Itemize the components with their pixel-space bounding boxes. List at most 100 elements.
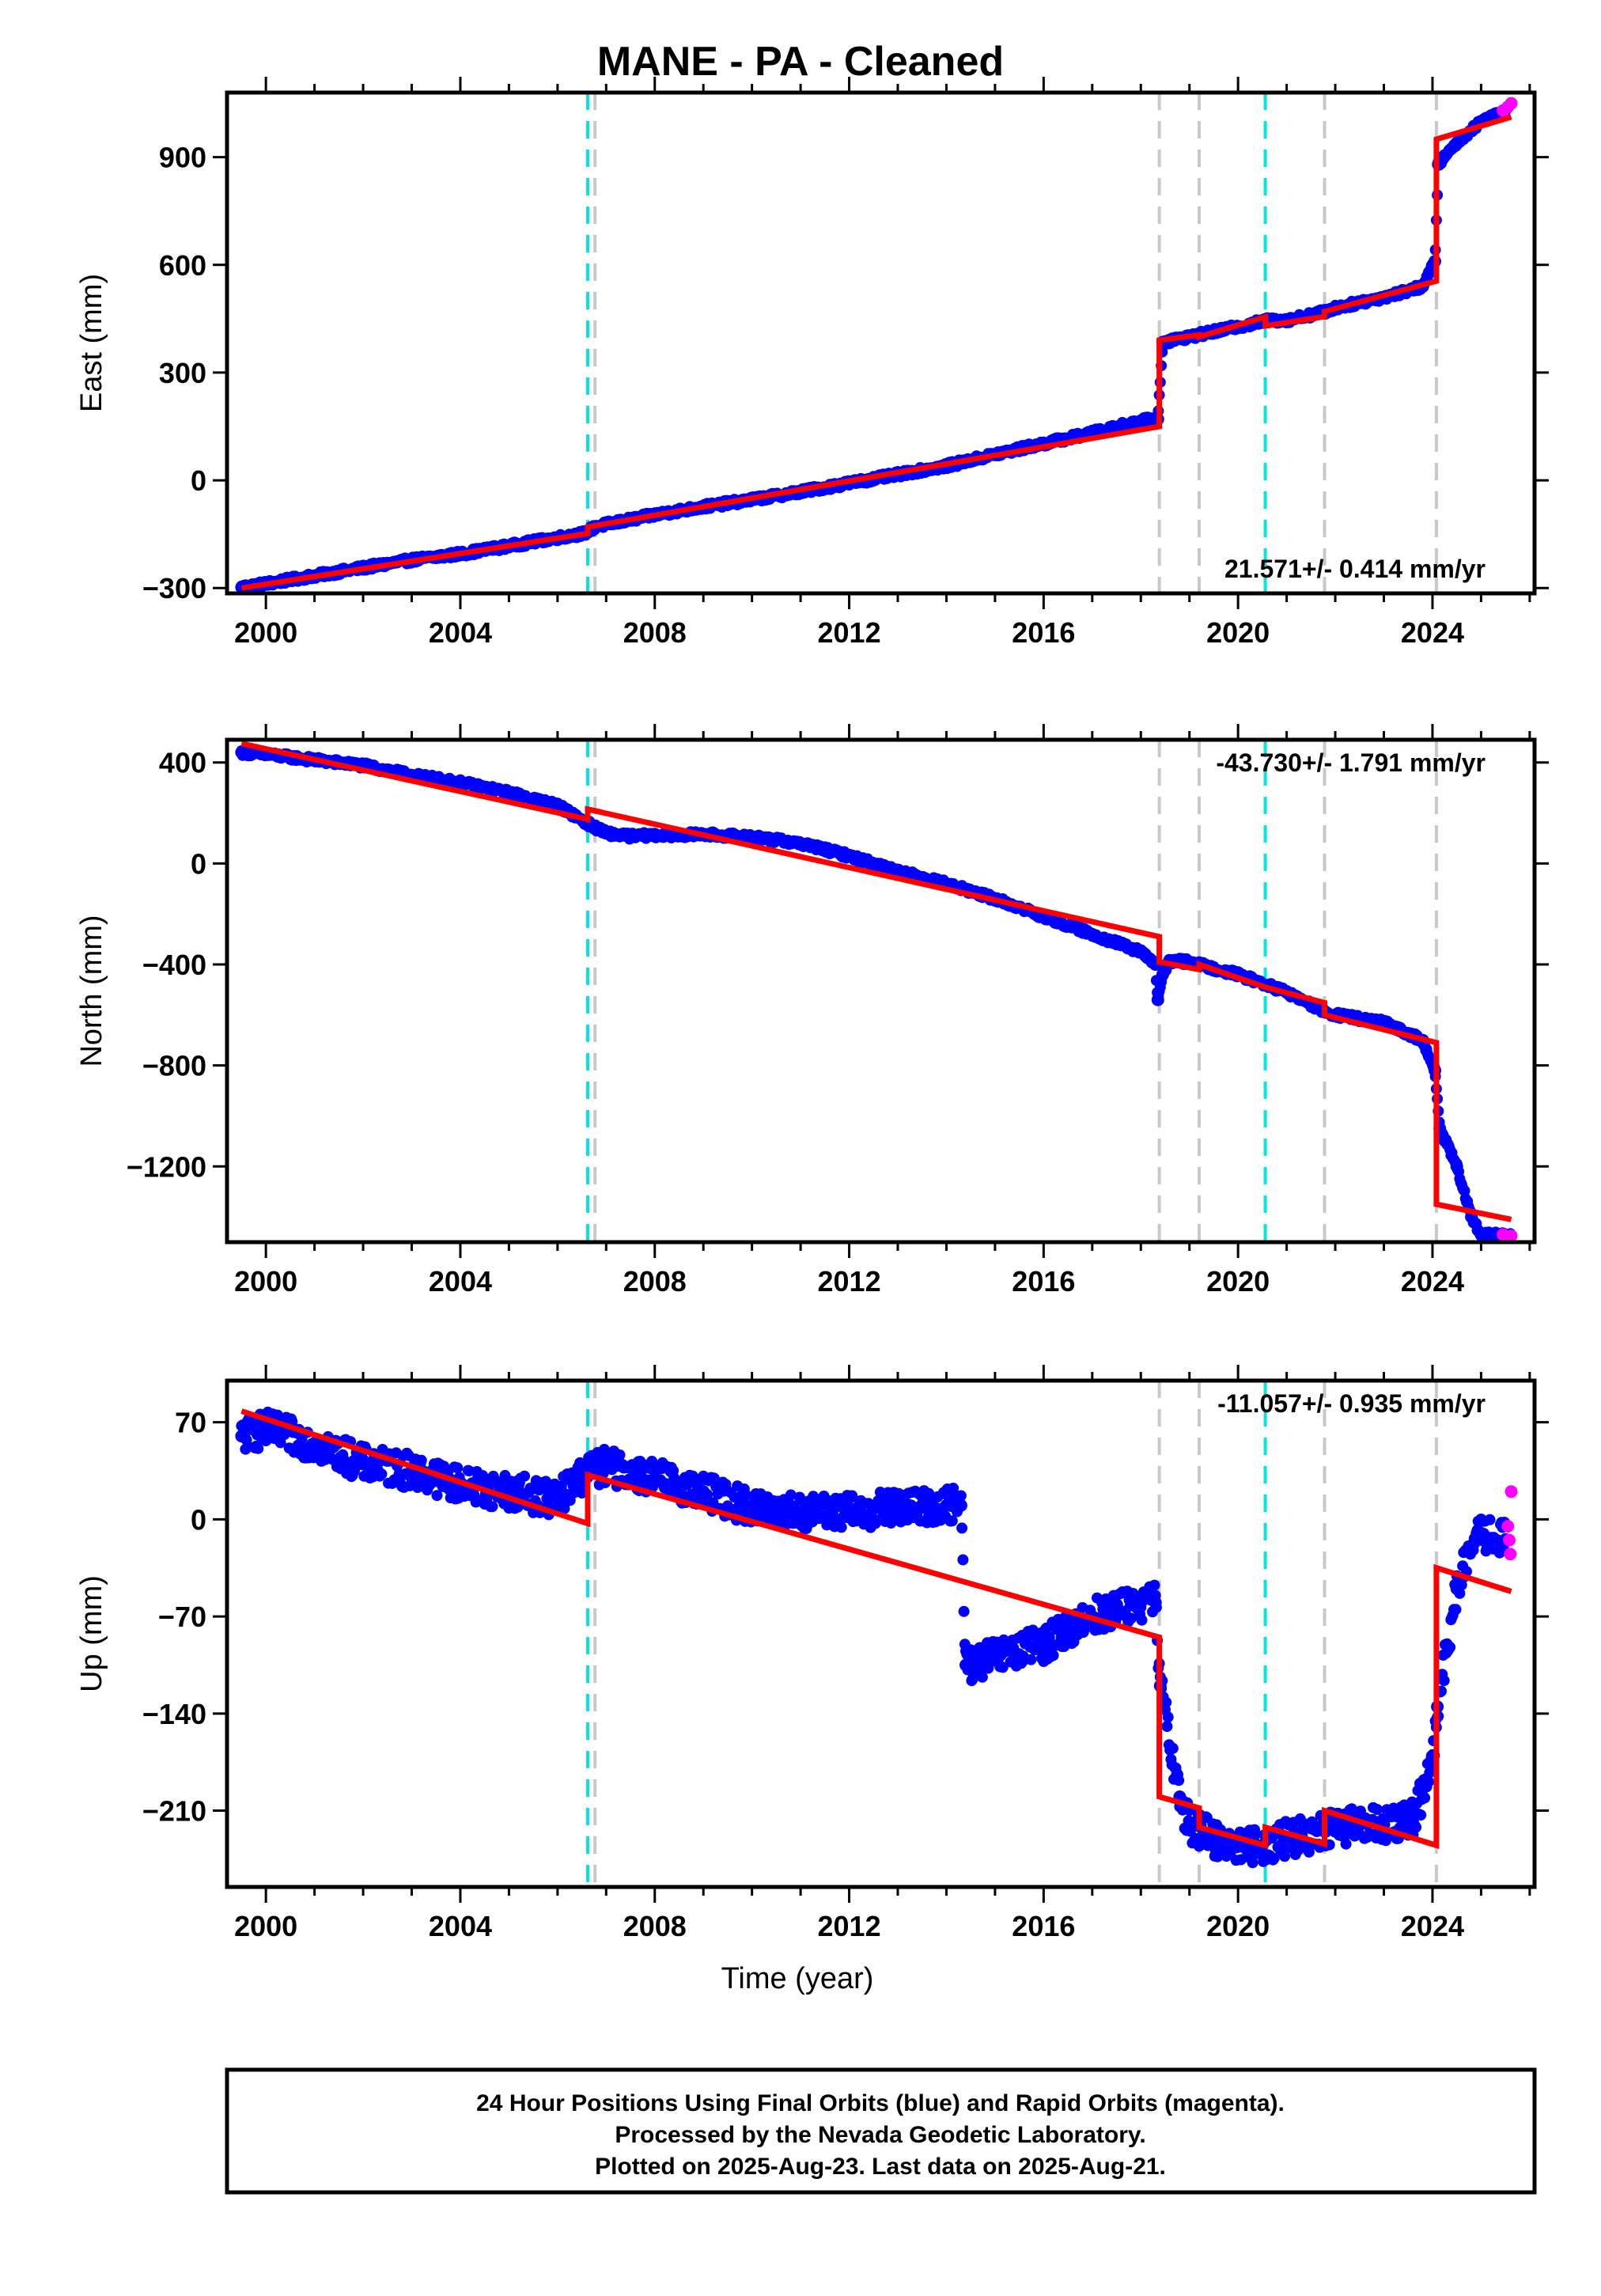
final-orbit-point (600, 827, 613, 840)
final-orbit-point (431, 1490, 443, 1502)
x-tick-label: 2000 (234, 1910, 297, 1942)
final-orbit-point (624, 829, 637, 843)
final-orbit-point (1161, 1721, 1173, 1733)
final-orbit-point (1450, 136, 1463, 150)
y-tick-label: −300 (142, 572, 206, 604)
final-orbit-point (1377, 1016, 1391, 1029)
final-orbit-point (1484, 1514, 1496, 1525)
rapid-orbit-point (1503, 1533, 1516, 1547)
final-orbit-point (745, 1502, 759, 1515)
final-orbit-point (869, 1517, 881, 1529)
final-orbit-point (959, 1658, 972, 1672)
panel-east: 2000 2004 2008 2012 2016 2020 2024 −300 0 300 600 9… (75, 77, 1549, 649)
final-orbit-point (1450, 1604, 1462, 1616)
final-orbit-points (235, 103, 1512, 595)
x-tick-label: 2012 (818, 1265, 881, 1298)
panel-up: 2000 2004 2008 2012 2016 2020 2024 −210 −140 −70 0… (75, 1365, 1549, 1942)
x-tick-label: 2004 (429, 616, 492, 649)
final-orbit-point (958, 1605, 970, 1617)
model-line (240, 741, 1512, 1222)
rapid-orbit-points (1497, 97, 1518, 117)
y-tick-label: 0 (191, 464, 206, 497)
final-orbit-point (954, 1498, 967, 1512)
footer-box: 24 Hour Positions Using Final Orbits (bl… (225, 2067, 1537, 2195)
x-axis: 2000 2004 2008 2012 2016 2020 2024 (234, 1365, 1531, 1942)
final-orbit-point (891, 1502, 904, 1515)
rate-label: -43.730+/- 1.791 mm/yr (1216, 748, 1486, 777)
rapid-orbit-point (1504, 97, 1518, 110)
x-tick-label: 2020 (1206, 1910, 1270, 1942)
final-orbit-point (240, 1443, 252, 1455)
footer-line-1: 24 Hour Positions Using Final Orbits (bl… (476, 2090, 1285, 2116)
final-orbit-point (842, 1506, 856, 1519)
final-orbit-point (1167, 1742, 1179, 1754)
final-orbit-point (1450, 1160, 1463, 1173)
x-tick-label: 2004 (429, 1265, 492, 1298)
rate-label: -11.057+/- 0.935 mm/yr (1217, 1389, 1486, 1418)
final-orbit-point (1340, 1838, 1352, 1850)
chart-title: MANE - PA - Cleaned (597, 39, 1004, 85)
final-orbit-point (697, 1485, 710, 1498)
final-orbit-point (454, 776, 467, 790)
final-orbit-points (235, 1406, 1512, 1869)
y-tick-label: −70 (158, 1601, 206, 1633)
final-orbit-point (955, 1490, 967, 1502)
final-orbit-point (1085, 927, 1099, 941)
final-orbit-point (551, 1492, 564, 1505)
x-tick-label: 2012 (818, 1910, 881, 1942)
y-tick-label: 0 (191, 847, 206, 880)
y-tick-label: −210 (142, 1795, 206, 1828)
y-tick-label: 300 (159, 357, 206, 389)
final-orbit-point (1371, 1804, 1383, 1815)
y-axis-label: Up (mm) (75, 1575, 108, 1692)
final-orbit-point (1329, 1821, 1342, 1834)
y-tick-label: 70 (175, 1407, 206, 1439)
plot-panels: 2000 2004 2008 2012 2016 2020 2024 −300 0 300 600 9… (75, 77, 1549, 1942)
y-axis-label: North (mm) (75, 915, 108, 1067)
event-lines (585, 1381, 1438, 1887)
final-orbit-point (1134, 1596, 1148, 1609)
final-orbit-point (1156, 968, 1169, 981)
final-orbit-point (794, 1506, 808, 1519)
x-tick-label: 2012 (818, 616, 881, 649)
final-orbit-point (976, 1671, 988, 1683)
x-tick-label: 2000 (234, 1265, 297, 1298)
rapid-orbit-point (1504, 1548, 1517, 1561)
final-orbit-point (1149, 1596, 1162, 1609)
final-orbit-point (745, 830, 759, 843)
x-tick-label: 2024 (1401, 1910, 1464, 1942)
final-orbit-point (551, 799, 564, 812)
final-orbit-point (956, 1522, 968, 1534)
x-tick-label: 2020 (1206, 1265, 1270, 1298)
final-orbit-point (486, 1501, 498, 1513)
final-orbit-point (519, 1470, 531, 1482)
rapid-orbit-point (1504, 1485, 1518, 1498)
final-orbit-point (946, 1515, 958, 1527)
final-orbit-point (252, 1442, 264, 1454)
final-orbit-point (648, 1471, 661, 1484)
final-orbit-point (957, 1554, 969, 1566)
final-orbit-point (452, 1462, 464, 1474)
x-tick-label: 2004 (429, 1910, 492, 1942)
final-orbit-point (891, 864, 904, 877)
final-orbit-point (1406, 1811, 1420, 1824)
y-axis: −1200 −800 −400 0 400 (127, 747, 1549, 1183)
event-lines (585, 93, 1438, 593)
final-orbit-point (720, 1479, 732, 1491)
final-orbit-point (740, 1489, 752, 1501)
x-tick-label: 2008 (623, 1910, 687, 1942)
y-tick-label: −800 (142, 1050, 206, 1082)
y-tick-label: −1200 (127, 1150, 206, 1183)
x-tick-label: 2008 (623, 616, 687, 649)
final-orbit-point (997, 1661, 1009, 1673)
y-axis: −300 0 300 600 900 (142, 142, 1549, 604)
final-orbit-point (1047, 1650, 1059, 1661)
final-orbit-point (1183, 1818, 1196, 1832)
final-orbit-point (502, 786, 516, 799)
rate-label: 21.571+/- 0.414 mm/yr (1224, 555, 1486, 583)
final-orbit-point (585, 819, 598, 832)
y-tick-label: 400 (159, 747, 206, 779)
y-tick-label: 600 (159, 249, 206, 282)
footer-line-2: Processed by the Nevada Geodetic Laborat… (615, 2122, 1145, 2148)
final-orbit-point (376, 1468, 388, 1480)
